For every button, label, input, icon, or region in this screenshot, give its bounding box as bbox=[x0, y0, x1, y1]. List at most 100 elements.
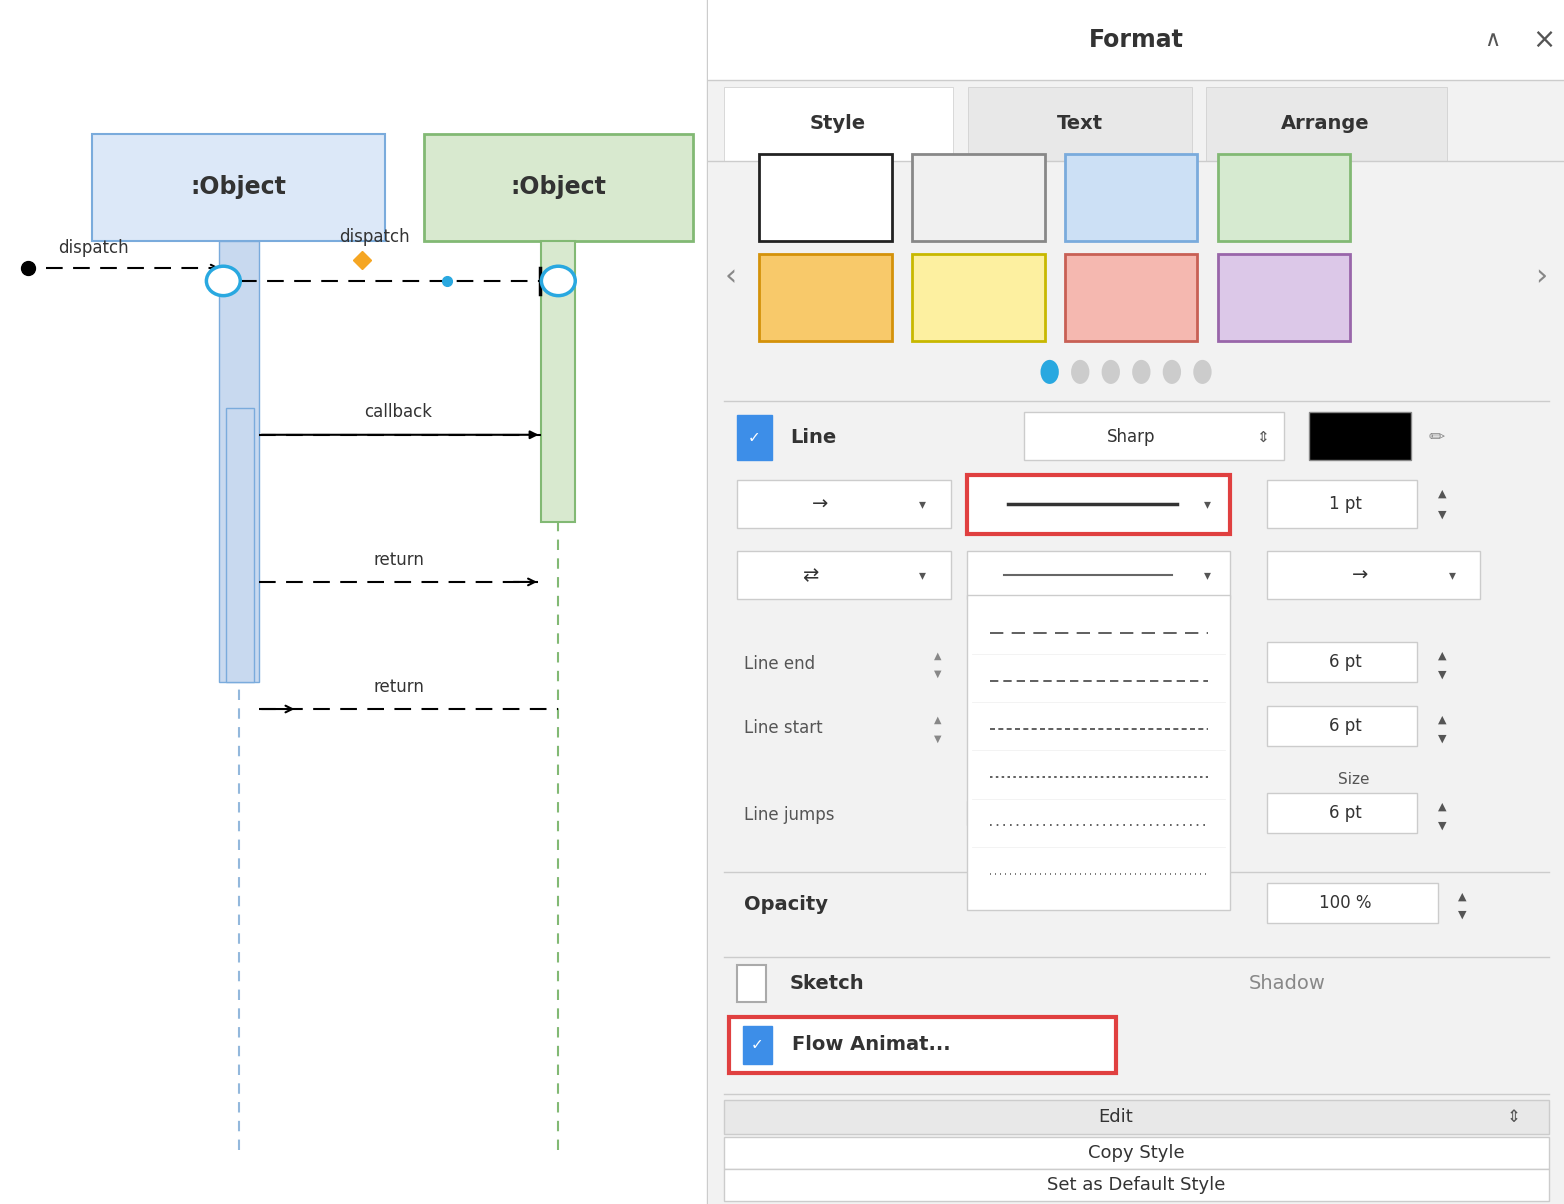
Text: return: return bbox=[374, 678, 424, 696]
Bar bbox=[219, 241, 258, 683]
Text: →: → bbox=[1353, 566, 1368, 585]
Bar bbox=[724, 1169, 1548, 1202]
Circle shape bbox=[1193, 360, 1212, 384]
Text: Size: Size bbox=[1339, 773, 1370, 787]
Bar bbox=[737, 964, 765, 1002]
Text: Sharp: Sharp bbox=[1107, 429, 1156, 447]
Bar bbox=[968, 87, 1192, 160]
Text: :Object: :Object bbox=[191, 176, 286, 200]
Text: 100 %: 100 % bbox=[1318, 895, 1372, 911]
Bar bbox=[724, 1099, 1548, 1134]
Text: Line end: Line end bbox=[744, 655, 815, 673]
Text: ›: › bbox=[1536, 262, 1548, 291]
Text: ▲: ▲ bbox=[1437, 715, 1447, 725]
Bar bbox=[708, 0, 1564, 81]
Bar bbox=[1065, 254, 1198, 341]
Bar bbox=[541, 241, 576, 521]
Text: ▼: ▼ bbox=[1437, 820, 1447, 831]
Text: 6 pt: 6 pt bbox=[1329, 718, 1361, 736]
Text: 6 pt: 6 pt bbox=[1329, 804, 1361, 822]
Text: →: → bbox=[812, 495, 829, 514]
Text: Line: Line bbox=[790, 427, 837, 447]
Text: Edit: Edit bbox=[1098, 1108, 1134, 1126]
Text: ⇕: ⇕ bbox=[1506, 1108, 1520, 1126]
Bar bbox=[743, 1026, 771, 1063]
Bar bbox=[424, 134, 693, 241]
Text: Line start: Line start bbox=[744, 719, 823, 737]
Text: ▾: ▾ bbox=[920, 568, 926, 583]
Bar bbox=[1309, 412, 1411, 460]
Text: ▲: ▲ bbox=[1437, 650, 1447, 661]
Bar bbox=[967, 802, 1131, 826]
Text: Sketch: Sketch bbox=[790, 974, 865, 993]
Bar bbox=[737, 414, 771, 460]
Bar bbox=[912, 154, 1045, 241]
Text: ▲: ▲ bbox=[934, 650, 942, 661]
Circle shape bbox=[541, 266, 576, 296]
Bar bbox=[1267, 883, 1437, 923]
Bar bbox=[1267, 480, 1417, 529]
Text: ▲: ▲ bbox=[1437, 802, 1447, 811]
Bar bbox=[1267, 793, 1417, 833]
Text: 6 pt: 6 pt bbox=[1329, 654, 1361, 671]
Bar bbox=[1065, 154, 1198, 241]
Bar bbox=[227, 408, 253, 683]
Text: Arrange: Arrange bbox=[1281, 114, 1370, 134]
Text: ▼: ▼ bbox=[934, 733, 942, 743]
Text: Format: Format bbox=[1089, 28, 1184, 52]
Text: ▾: ▾ bbox=[1204, 497, 1211, 512]
Bar bbox=[737, 551, 951, 600]
Text: Flow Animat...: Flow Animat... bbox=[791, 1035, 951, 1055]
Bar bbox=[760, 154, 891, 241]
Bar bbox=[1267, 551, 1481, 600]
Bar bbox=[1206, 87, 1447, 160]
Circle shape bbox=[1132, 360, 1151, 384]
Text: dispatch: dispatch bbox=[58, 238, 130, 256]
Text: ∧: ∧ bbox=[1484, 30, 1501, 51]
Bar bbox=[724, 87, 952, 160]
Text: ▾: ▾ bbox=[920, 497, 926, 512]
Text: dispatch: dispatch bbox=[339, 228, 410, 246]
Bar bbox=[1267, 707, 1417, 746]
Text: Shadow: Shadow bbox=[1248, 974, 1325, 993]
Bar bbox=[737, 480, 951, 529]
Bar bbox=[724, 1137, 1548, 1169]
Text: ▲: ▲ bbox=[1458, 891, 1467, 902]
Bar bbox=[967, 595, 1229, 910]
Bar bbox=[1267, 642, 1417, 683]
Text: ▲: ▲ bbox=[934, 715, 942, 725]
Text: ⇄: ⇄ bbox=[802, 566, 818, 585]
Text: Text: Text bbox=[1057, 114, 1103, 134]
Text: ▾: ▾ bbox=[1204, 568, 1211, 583]
Text: ▼: ▼ bbox=[1458, 910, 1467, 920]
Text: ✓: ✓ bbox=[751, 1038, 763, 1052]
Text: callback: callback bbox=[364, 403, 433, 421]
Bar bbox=[967, 474, 1229, 533]
Bar bbox=[760, 254, 891, 341]
Bar bbox=[92, 134, 385, 241]
Text: ✓: ✓ bbox=[748, 430, 760, 445]
Text: Copy Style: Copy Style bbox=[1089, 1144, 1184, 1162]
Circle shape bbox=[206, 266, 241, 296]
Bar bbox=[729, 1016, 1115, 1073]
Circle shape bbox=[1162, 360, 1181, 384]
Text: return: return bbox=[374, 550, 424, 568]
Text: ×: × bbox=[1533, 26, 1555, 54]
Text: ▾: ▾ bbox=[1448, 568, 1456, 583]
Bar bbox=[912, 254, 1045, 341]
Text: ▲: ▲ bbox=[1437, 489, 1447, 498]
Bar bbox=[1218, 254, 1350, 341]
Text: ▼: ▼ bbox=[934, 669, 942, 679]
Text: 1 pt: 1 pt bbox=[1328, 495, 1362, 513]
Bar bbox=[1218, 154, 1350, 241]
Text: ▼: ▼ bbox=[1437, 669, 1447, 679]
Text: Style: Style bbox=[810, 114, 866, 134]
Text: ▼: ▼ bbox=[1437, 733, 1447, 743]
Text: Set as Default Style: Set as Default Style bbox=[1046, 1176, 1226, 1194]
Text: Line jumps: Line jumps bbox=[744, 805, 835, 824]
Text: :Object: :Object bbox=[510, 176, 607, 200]
Circle shape bbox=[1071, 360, 1090, 384]
Text: ⇕: ⇕ bbox=[1257, 430, 1270, 445]
Text: Opacity: Opacity bbox=[744, 895, 829, 914]
Circle shape bbox=[1040, 360, 1059, 384]
